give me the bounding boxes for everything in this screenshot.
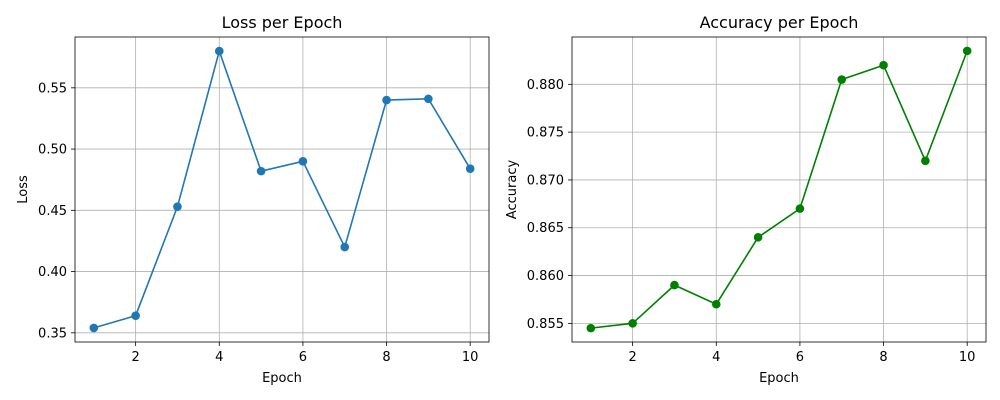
y-tick-label: 0.870 bbox=[527, 173, 564, 188]
data-point bbox=[837, 75, 847, 84]
y-tick-label: 0.855 bbox=[527, 317, 564, 332]
series-line bbox=[93, 48, 471, 329]
data-point bbox=[173, 202, 182, 211]
x-tick-label: 10 bbox=[959, 350, 976, 365]
gridlines bbox=[75, 37, 489, 342]
x-tick-label: 4 bbox=[712, 350, 720, 365]
gridlines bbox=[572, 37, 986, 342]
x-tick-label: 8 bbox=[879, 350, 887, 365]
data-point bbox=[256, 166, 266, 176]
data-point bbox=[214, 46, 224, 56]
accuracy-chart-panel: Accuracy per Epoch Epoch Accuracy 2 4 6 8 10… bbox=[505, 13, 987, 386]
y-tick-label: 0.45 bbox=[38, 204, 67, 219]
data-point bbox=[711, 299, 721, 309]
plot-frame bbox=[74, 36, 490, 343]
plot-frame bbox=[571, 36, 987, 343]
x-tick-label: 10 bbox=[462, 350, 479, 365]
data-point bbox=[586, 323, 596, 333]
y-axis-label: Accuracy bbox=[505, 160, 520, 220]
data-point bbox=[424, 94, 433, 104]
x-tick-label: 2 bbox=[131, 350, 139, 365]
y-tick-label: 0.880 bbox=[527, 78, 564, 93]
y-tick-label: 0.875 bbox=[527, 126, 564, 141]
x-tick-label: 6 bbox=[796, 350, 804, 365]
data-point bbox=[382, 95, 391, 105]
loss-chart-panel: Loss per Epoch Epoch Loss 2 4 6 8 10 0.35 0.40… bbox=[16, 13, 490, 386]
series-line bbox=[590, 50, 968, 329]
x-tick-label: 6 bbox=[299, 350, 307, 365]
y-tick-label: 0.40 bbox=[38, 265, 67, 280]
y-tick-label: 0.865 bbox=[527, 221, 564, 236]
data-point bbox=[753, 233, 763, 242]
y-tick-label: 0.35 bbox=[38, 326, 67, 341]
y-tick-label: 0.860 bbox=[527, 269, 564, 284]
x-tick-label: 2 bbox=[628, 350, 636, 365]
data-point bbox=[962, 46, 972, 56]
x-tick-label: 4 bbox=[215, 350, 223, 365]
data-point bbox=[670, 280, 679, 290]
data-point bbox=[921, 156, 930, 166]
data-point bbox=[89, 323, 99, 333]
data-point bbox=[298, 157, 308, 166]
y-tick-label: 0.55 bbox=[38, 81, 67, 96]
data-point bbox=[465, 164, 475, 173]
chart-title: Accuracy per Epoch bbox=[700, 13, 859, 32]
chart-title: Loss per Epoch bbox=[222, 13, 343, 32]
data-point bbox=[131, 311, 140, 320]
data-point bbox=[795, 204, 805, 213]
x-tick-label: 8 bbox=[382, 350, 390, 365]
data-point bbox=[628, 319, 637, 328]
data-point bbox=[879, 60, 888, 70]
x-axis-label: Epoch bbox=[759, 371, 799, 386]
x-axis-label: Epoch bbox=[262, 371, 302, 386]
y-axis-label: Loss bbox=[16, 175, 31, 204]
y-tick-label: 0.50 bbox=[38, 143, 67, 158]
data-point bbox=[340, 242, 350, 252]
